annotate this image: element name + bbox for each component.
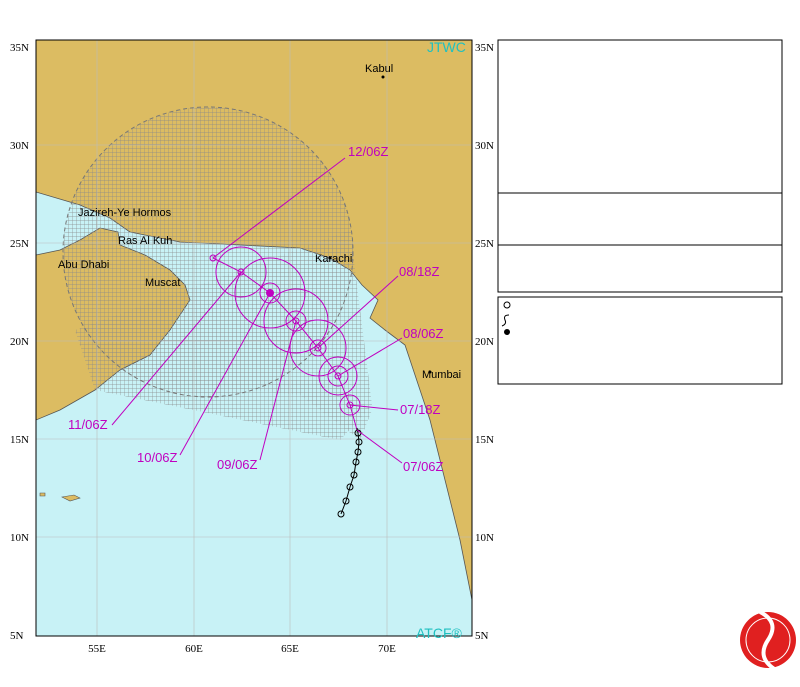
legend-symbol bbox=[501, 314, 510, 327]
lat-label: 30N bbox=[10, 140, 29, 152]
lon-label: 70E bbox=[378, 643, 396, 655]
forecast-label: 08/06Z bbox=[403, 326, 444, 341]
atcf-label: ATCF® bbox=[416, 625, 463, 641]
lat-label: 15N bbox=[10, 434, 29, 446]
lat-label: 20N bbox=[10, 336, 29, 348]
graticule bbox=[36, 40, 472, 636]
lat-label: 35N bbox=[475, 42, 494, 54]
agency-label: JTWC bbox=[427, 39, 466, 55]
legend-box bbox=[497, 296, 783, 385]
forecast-label: 09/06Z bbox=[217, 457, 258, 472]
lat-label: 5N bbox=[475, 630, 489, 642]
lat-label: 25N bbox=[475, 238, 494, 250]
lat-label: 30N bbox=[475, 140, 494, 152]
wind-radii bbox=[215, 246, 361, 416]
logo bbox=[740, 610, 796, 672]
place-label: Abu Dhabi bbox=[58, 259, 109, 271]
map-frame bbox=[35, 39, 473, 637]
legend-symbol bbox=[503, 301, 511, 309]
lon-label: 65E bbox=[281, 643, 299, 655]
place-label: Ras Al Kuh bbox=[118, 235, 172, 247]
place-label: Jazireh-Ye Hormos bbox=[78, 207, 172, 219]
lat-label: 5N bbox=[10, 630, 24, 642]
forecast-label: 07/18Z bbox=[400, 402, 441, 417]
forecast-label: 10/06Z bbox=[137, 450, 178, 465]
legend-symbol bbox=[504, 329, 510, 335]
lat-label: 10N bbox=[10, 532, 29, 544]
place-label: Mumbai bbox=[422, 369, 461, 381]
place-label: Muscat bbox=[145, 277, 180, 289]
place-label: Kabul bbox=[365, 63, 393, 75]
forecast-track bbox=[212, 257, 358, 431]
label-leaders bbox=[111, 157, 403, 464]
forecast-label: 12/06Z bbox=[348, 144, 389, 159]
lat-label: 35N bbox=[10, 42, 29, 54]
lat-label: 25N bbox=[10, 238, 29, 250]
place-label: Karachi bbox=[315, 253, 352, 265]
danger-edge bbox=[62, 106, 354, 398]
lat-label: 10N bbox=[475, 532, 494, 544]
forecast-label: 08/18Z bbox=[399, 264, 440, 279]
forecast-label: 11/06Z bbox=[68, 417, 108, 432]
lon-label: 55E bbox=[88, 643, 106, 655]
lon-label: 60E bbox=[185, 643, 203, 655]
lat-label: 15N bbox=[475, 434, 494, 446]
lat-label: 20N bbox=[475, 336, 494, 348]
forecast-label: 07/06Z bbox=[403, 459, 444, 474]
island bbox=[39, 492, 81, 502]
danger-area bbox=[63, 107, 372, 440]
map bbox=[36, 40, 472, 636]
cities bbox=[328, 75, 432, 374]
warning-box bbox=[497, 39, 783, 293]
